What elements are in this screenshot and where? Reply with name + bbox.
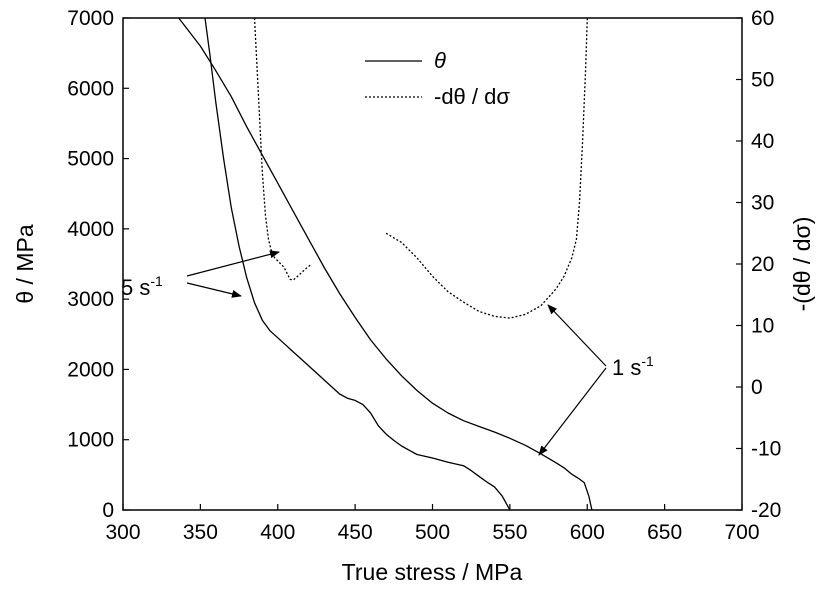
right-y-tick-label: 10 (751, 315, 774, 338)
right-y-axis-ticks: -20 -10 0 10 20 30 40 50 60 (736, 7, 781, 522)
legend-label-derivative: -dθ / dσ (434, 84, 510, 109)
annotation-1s-superscript: -1 (641, 353, 654, 369)
left-y-tick-label: 7000 (67, 7, 114, 30)
x-tick-label: 400 (260, 521, 295, 544)
x-tick-label: 650 (647, 521, 682, 544)
derivative-curve-5s (253, 18, 311, 281)
annotation-5s: 5 s-1 (121, 250, 280, 300)
annotation-5s-superscript: -1 (150, 273, 163, 289)
annotation-1s-arrow-lower (538, 367, 607, 456)
left-y-axis-title: θ / MPa (12, 224, 38, 303)
left-y-tick-label: 0 (102, 499, 114, 522)
x-tick-label: 600 (570, 521, 605, 544)
x-tick-label: 350 (183, 521, 218, 544)
annotation-1s-arrow-upper (547, 304, 607, 367)
right-y-tick-label: -20 (751, 499, 781, 522)
left-y-tick-label: 2000 (67, 358, 114, 381)
left-y-tick-label: 1000 (67, 429, 114, 452)
x-tick-label: 550 (492, 521, 527, 544)
theta-curve-5s (204, 18, 511, 510)
legend: θ -dθ / dσ (365, 48, 510, 109)
annotation-5s-label: 5 s-1 (121, 273, 163, 300)
annotation-1s-text: 1 s (612, 355, 641, 380)
x-tick-label: 300 (105, 521, 140, 544)
right-y-tick-label: 50 (751, 69, 774, 92)
left-y-tick-label: 3000 (67, 288, 114, 311)
annotation-5s-arrow-upper (186, 250, 280, 277)
x-tick-label: 700 (724, 521, 759, 544)
left-y-tick-label: 4000 (67, 218, 114, 241)
theta-curve-1s (178, 18, 593, 510)
derivative-curve-1s (385, 18, 588, 319)
annotation-1s-label: 1 s-1 (612, 353, 654, 380)
annotation-5s-arrow-lower (186, 282, 242, 298)
left-y-tick-label: 6000 (67, 77, 114, 100)
right-y-tick-label: 20 (751, 253, 774, 276)
plot-frame (122, 17, 743, 511)
x-axis-title: True stress / MPa (342, 559, 523, 585)
left-y-tick-label: 5000 (67, 148, 114, 171)
right-y-tick-label: -10 (751, 438, 781, 461)
x-axis-ticks: 300 350 400 450 500 550 600 650 700 (105, 504, 760, 544)
right-y-tick-label: 40 (751, 130, 774, 153)
right-y-tick-label: 30 (751, 192, 774, 215)
left-y-axis-ticks: 0 1000 2000 3000 4000 5000 6000 7000 (67, 7, 129, 522)
annotation-1s: 1 s-1 (538, 304, 654, 456)
right-y-axis-title: -(dθ / dσ) (789, 217, 815, 312)
x-tick-label: 450 (338, 521, 373, 544)
x-tick-label: 500 (415, 521, 450, 544)
right-y-tick-label: 0 (751, 376, 763, 399)
annotation-5s-text: 5 s (121, 275, 150, 300)
right-y-tick-label: 60 (751, 7, 774, 30)
legend-label-theta: θ (434, 48, 446, 73)
series-layer (178, 18, 593, 510)
